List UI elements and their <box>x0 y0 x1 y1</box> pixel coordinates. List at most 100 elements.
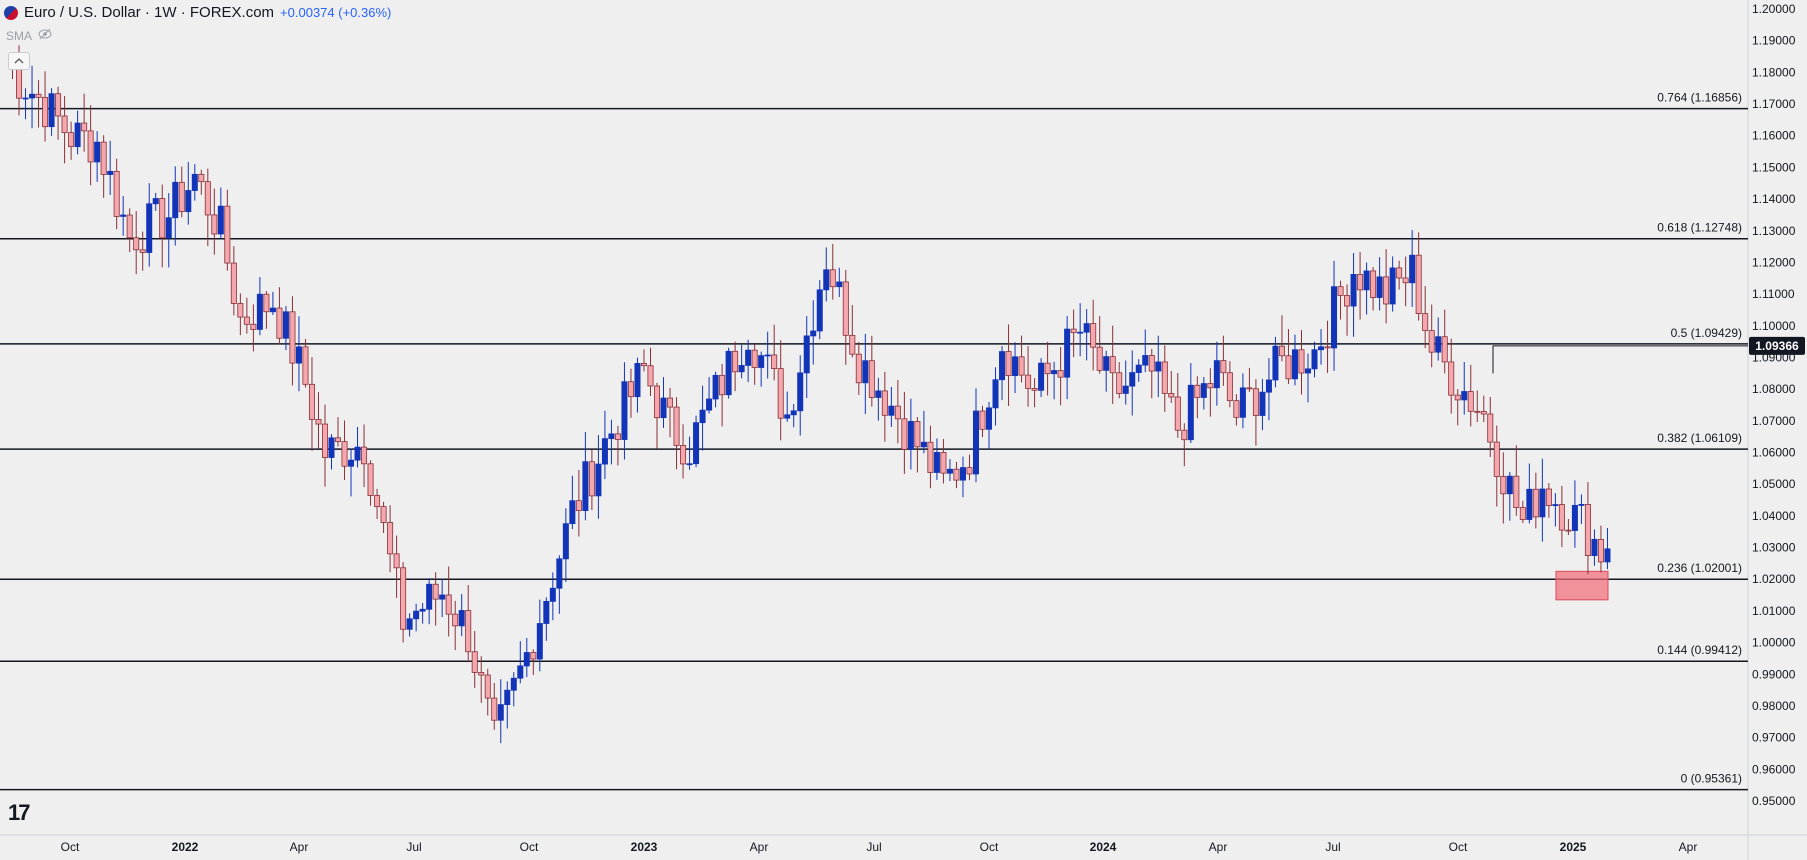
candle <box>504 681 511 729</box>
candle <box>1474 390 1481 422</box>
price-tick-label: 1.12000 <box>1752 255 1796 269</box>
price-tick-label: 1.16000 <box>1752 129 1796 143</box>
candle <box>875 377 882 421</box>
candle <box>1187 363 1194 443</box>
candle <box>712 371 719 408</box>
candle <box>224 189 231 271</box>
candle <box>1116 362 1123 399</box>
candle <box>256 277 263 336</box>
candle <box>1155 335 1162 398</box>
candle <box>1604 527 1611 570</box>
candle <box>354 426 361 468</box>
candle <box>1233 394 1240 426</box>
candle <box>107 140 114 196</box>
symbol-title[interactable]: Euro / U.S. Dollar · 1W · FOREX.com <box>24 4 275 21</box>
candle <box>777 340 784 441</box>
candle <box>22 88 29 120</box>
chevron-up-icon[interactable] <box>8 52 30 70</box>
candle <box>1044 341 1051 396</box>
candle <box>966 454 973 481</box>
candle <box>530 649 537 676</box>
time-tick-label: Oct <box>520 840 539 854</box>
candle <box>680 424 687 479</box>
fib-level-label: 0.382 (1.06109) <box>1657 431 1742 445</box>
candle <box>673 397 680 470</box>
candle <box>920 410 927 454</box>
candle <box>1181 423 1188 467</box>
time-tick-label: Jul <box>406 840 421 854</box>
candle <box>471 631 478 688</box>
candle <box>601 410 608 480</box>
candle <box>1454 389 1461 426</box>
candle <box>81 93 88 152</box>
candle <box>1428 304 1435 368</box>
candle <box>295 316 302 392</box>
candle <box>1506 472 1513 521</box>
candle <box>640 349 647 372</box>
price-tick-label: 0.97000 <box>1752 731 1796 745</box>
candle <box>120 195 127 236</box>
candle <box>1493 425 1500 507</box>
candle <box>1370 267 1377 311</box>
candle <box>1402 256 1409 307</box>
candle <box>185 162 192 225</box>
candle <box>1200 376 1207 410</box>
candle <box>1272 336 1279 388</box>
price-tick-label: 1.06000 <box>1752 446 1796 460</box>
candle <box>1285 329 1292 384</box>
candle <box>113 158 120 230</box>
candle <box>1213 341 1220 406</box>
candle <box>1051 361 1058 400</box>
candle <box>823 247 830 302</box>
candle <box>178 166 185 218</box>
candle <box>1350 253 1357 337</box>
candle <box>243 297 250 334</box>
candle <box>1584 481 1591 575</box>
candle <box>706 377 713 414</box>
candle <box>829 243 836 300</box>
candle <box>686 436 693 470</box>
candle <box>419 602 426 624</box>
candle <box>1337 280 1344 320</box>
candle <box>1597 525 1604 573</box>
candle <box>48 88 55 136</box>
time-tick-label: 2022 <box>172 840 199 854</box>
candle <box>217 187 224 239</box>
candle <box>1571 480 1578 548</box>
price-tick-label: 1.19000 <box>1752 34 1796 48</box>
candle <box>986 402 993 450</box>
candle <box>1129 350 1136 416</box>
candle <box>1448 338 1455 414</box>
candle <box>888 386 895 427</box>
time-tick-label: Apr <box>750 840 769 854</box>
candle <box>204 168 211 246</box>
tradingview-logo-icon[interactable]: 17 <box>8 800 31 825</box>
candle <box>308 357 315 451</box>
candle <box>380 501 387 534</box>
candle <box>738 344 745 379</box>
time-tick-label: 2023 <box>631 840 658 854</box>
candle <box>517 641 524 684</box>
candle <box>432 572 439 626</box>
candle <box>1025 346 1032 407</box>
candle <box>152 192 159 211</box>
candle <box>302 338 309 388</box>
candle <box>1409 230 1416 307</box>
candle <box>842 269 849 365</box>
candle <box>595 435 602 519</box>
indicator-label[interactable]: SMA <box>6 28 33 43</box>
candle <box>562 508 569 582</box>
price-tick-label: 0.98000 <box>1752 699 1796 713</box>
price-tick-label: 1.03000 <box>1752 541 1796 555</box>
candle <box>1383 249 1390 324</box>
candle <box>361 424 368 488</box>
support-zone-highlight <box>1555 570 1609 601</box>
candle <box>1018 335 1025 383</box>
price-tick-label: 1.14000 <box>1752 192 1796 206</box>
candle <box>979 405 986 438</box>
candle <box>647 347 654 396</box>
candle <box>764 331 771 379</box>
candle <box>927 425 934 489</box>
eye-slash-icon[interactable] <box>38 28 52 43</box>
